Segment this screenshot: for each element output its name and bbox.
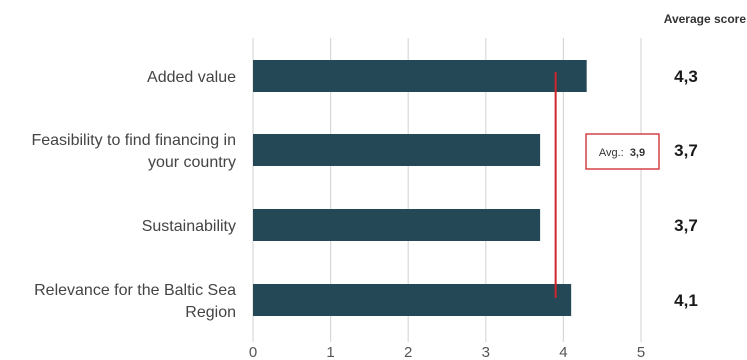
category-label: Feasibility to find financing in	[31, 132, 236, 149]
category-label: Relevance for the Baltic Sea	[34, 282, 236, 299]
x-tick-label: 3	[482, 344, 490, 360]
category-label: Region	[185, 304, 236, 321]
x-tick-label: 1	[326, 344, 334, 360]
score-value: 3,7	[674, 141, 698, 160]
x-tick-label: 0	[249, 344, 257, 360]
category-label: Added value	[147, 69, 236, 86]
x-tick-label: 2	[404, 344, 412, 360]
category-label: Sustainability	[142, 218, 236, 235]
category-labels: Added value Feasibility to find financing…	[31, 69, 236, 321]
score-value: 4,1	[674, 291, 698, 310]
average-prefix: Avg.:	[599, 147, 624, 159]
average-label: Avg.: 3,9	[599, 147, 645, 159]
bar	[253, 209, 541, 241]
category-label: your country	[148, 154, 236, 171]
average-value: 3,9	[630, 147, 645, 159]
average-callout: Avg.: 3,9	[585, 133, 660, 170]
bars	[253, 60, 587, 316]
bar	[253, 134, 541, 166]
x-tick-label: 5	[637, 344, 645, 360]
x-axis-ticks: 0 1 2 3 4 5	[249, 344, 645, 360]
score-header: Average score	[664, 12, 747, 26]
score-value: 4,3	[674, 67, 698, 86]
x-tick-label: 4	[559, 344, 567, 360]
score-value: 3,7	[674, 216, 698, 235]
score-labels: 4,3 3,7 3,7 4,1	[674, 67, 698, 310]
average-box	[585, 133, 660, 170]
bar	[253, 60, 587, 92]
bar	[253, 284, 572, 316]
